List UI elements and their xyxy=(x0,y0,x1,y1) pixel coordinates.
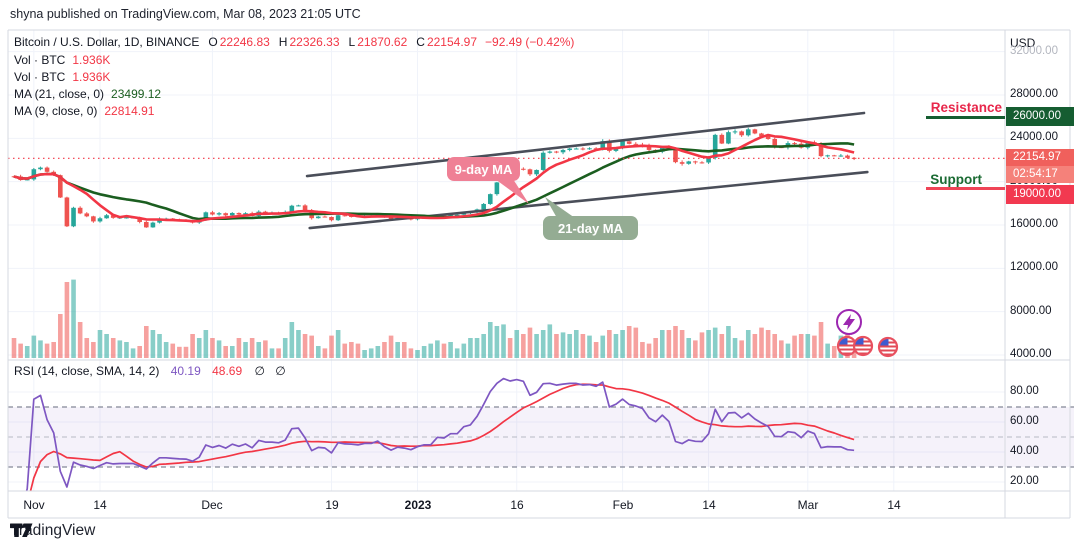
indicator-label: MA (9, close, 0) xyxy=(14,104,98,118)
resistance-label[interactable]: Resistance xyxy=(930,100,1002,115)
symbol-legend-row: Bitcoin / U.S. Dollar, 1D, BINANCE O 22246… xyxy=(14,34,574,50)
ma-legend-row: MA (9, close, 0) 22814.91 xyxy=(14,103,154,119)
price-axis-currency: USD xyxy=(1010,36,1036,50)
open-value: 22246.83 xyxy=(219,35,270,49)
time-tick-label: 14 xyxy=(702,498,716,512)
us-economic-event-icon[interactable] xyxy=(836,335,858,357)
rsi-label: RSI (14, close, SMA, 14, 2) xyxy=(14,364,160,378)
rsi-tick-label: 40.00 xyxy=(1010,445,1039,457)
time-tick-label: 14 xyxy=(887,498,901,512)
resistance-price-badge: 26000.00 xyxy=(1006,107,1074,126)
price-tick-label: 8000.00 xyxy=(1010,305,1052,317)
close-value: 22154.97 xyxy=(426,35,478,49)
time-tick-label: 16 xyxy=(510,498,524,512)
tradingview-logo[interactable]: TradingView xyxy=(10,522,95,540)
volume-legend-row: Vol · BTC 1.936K xyxy=(14,52,110,68)
change-value: −92.49 (−0.42%) xyxy=(485,35,575,49)
support-label[interactable]: Support xyxy=(930,172,982,187)
high-label: H xyxy=(278,35,288,49)
time-tick-label: Feb xyxy=(612,498,634,512)
resistance-line[interactable] xyxy=(926,116,1005,119)
low-value: 21870.62 xyxy=(357,35,408,49)
close-label: C xyxy=(416,35,425,49)
ma-legend-row: MA (21, close, 0) 23499.12 xyxy=(14,86,161,102)
support-price-badge: 19000.00 xyxy=(1006,185,1074,204)
open-label: O xyxy=(208,35,218,49)
rsi-legend-row: RSI (14, close, SMA, 14, 2) 40.19 48.69 … xyxy=(14,363,286,379)
price-tick-label: 32000.00 xyxy=(1010,45,1058,57)
last-price-badge: 22154.97 xyxy=(1006,149,1074,166)
time-tick-label: Mar xyxy=(797,498,819,512)
time-tick-label: 2023 xyxy=(404,498,432,512)
us-economic-event-icon[interactable] xyxy=(877,336,899,358)
price-tick-label: 16000.00 xyxy=(1010,218,1058,230)
us-economic-event-icon[interactable] xyxy=(852,335,874,357)
idea-icon[interactable] xyxy=(836,309,862,335)
indicator-label: Vol · BTC xyxy=(14,53,66,67)
rsi-sma-line[interactable] xyxy=(14,383,855,512)
low-label: L xyxy=(348,35,356,49)
ma21-callout-tail xyxy=(545,197,575,218)
indicator-label: MA (21, close, 0) xyxy=(14,87,105,101)
ma9-line[interactable] xyxy=(13,133,855,223)
high-value: 22326.33 xyxy=(289,35,340,49)
rsi-tick-label: 60.00 xyxy=(1010,415,1039,427)
rsi-tick-label: 20.00 xyxy=(1010,475,1039,487)
ma9-callout[interactable]: 9-day MA xyxy=(447,157,520,181)
time-tick-label: 19 xyxy=(325,498,339,512)
trend-channel-lower[interactable] xyxy=(308,170,869,230)
price-tick-label: 4000.00 xyxy=(1010,348,1052,360)
trend-channel-upper[interactable] xyxy=(305,111,866,178)
time-tick-label: Dec xyxy=(201,498,223,512)
volume-bars xyxy=(11,279,857,358)
tradingview-logo-icon xyxy=(10,523,33,537)
price-tick-label: 12000.00 xyxy=(1010,261,1058,273)
price-tick-label: 28000.00 xyxy=(1010,88,1058,100)
rsi-line[interactable] xyxy=(14,377,855,512)
rsi-empty-1: ∅ xyxy=(254,364,265,378)
time-tick-label: 14 xyxy=(93,498,107,512)
rsi-value: 40.19 xyxy=(170,364,201,378)
ma21-callout[interactable]: 21-day MA xyxy=(543,216,638,240)
indicator-label: Vol · BTC xyxy=(14,70,66,84)
indicator-value: 22814.91 xyxy=(104,104,155,118)
rsi-empty-2: ∅ xyxy=(275,364,286,378)
indicator-value: 1.936K xyxy=(72,53,111,67)
attribution-text: shyna published on TradingView.com, Mar … xyxy=(10,7,361,21)
volume-legend-row: Vol · BTC 1.936K xyxy=(14,69,110,85)
rsi-ma-value: 48.69 xyxy=(212,364,243,378)
indicator-value: 1.936K xyxy=(72,70,111,84)
ma9-callout-tail xyxy=(495,179,529,204)
time-tick-label: Nov xyxy=(23,498,45,512)
indicator-value: 23499.12 xyxy=(111,87,162,101)
price-tick-label: 24000.00 xyxy=(1010,131,1058,143)
countdown-badge: 02:54:17 xyxy=(1006,166,1074,183)
support-line[interactable] xyxy=(926,187,1005,190)
rsi-tick-label: 80.00 xyxy=(1010,385,1039,397)
symbol-title: Bitcoin / U.S. Dollar, 1D, BINANCE xyxy=(14,35,200,49)
